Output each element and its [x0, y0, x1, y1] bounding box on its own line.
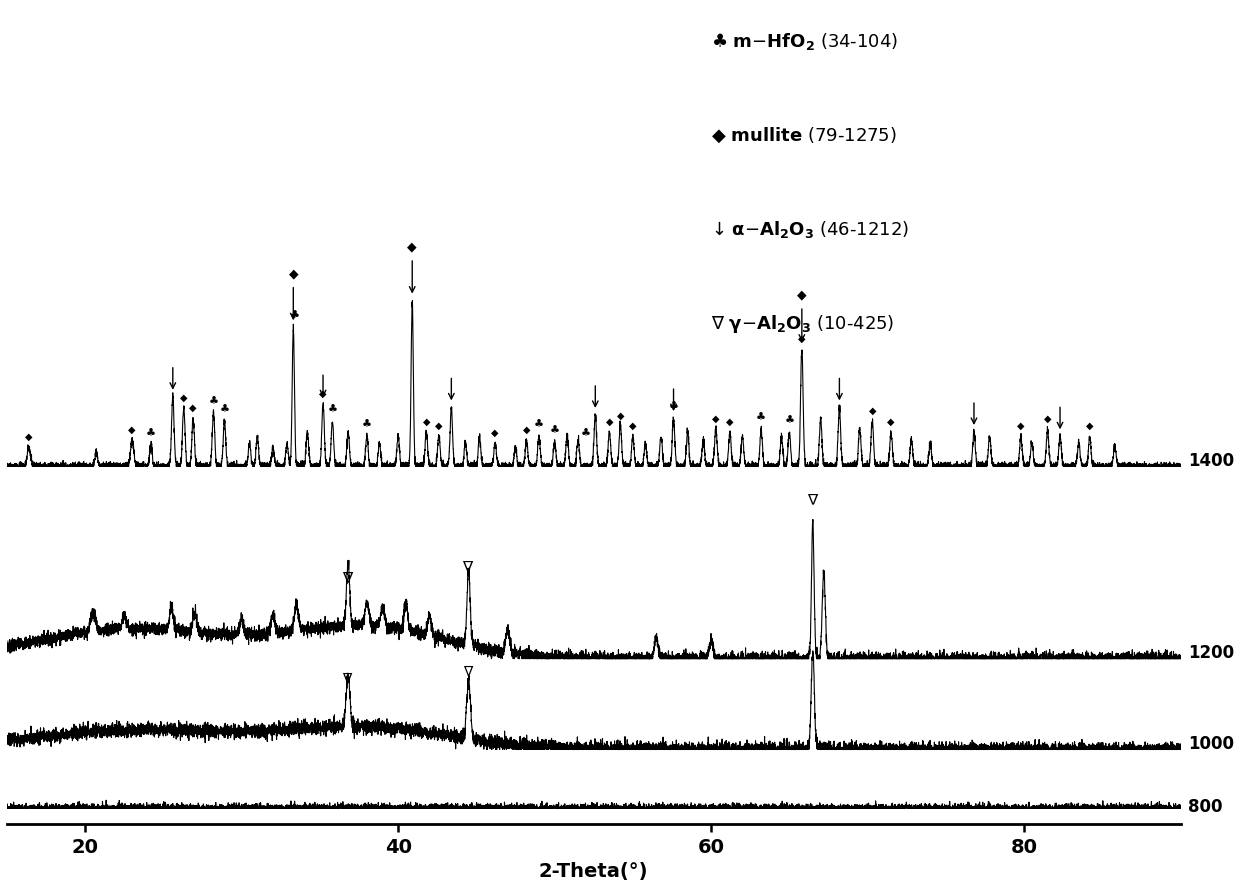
Text: $\nabla$ $\bf{\gamma\mathrm{-}Al_2O_3}$ (10-425): $\nabla$ $\bf{\gamma\mathrm{-}Al_2O_3}$ … — [711, 313, 894, 336]
Text: ◆: ◆ — [799, 334, 806, 344]
Text: $\nabla$: $\nabla$ — [463, 560, 475, 575]
Text: ♣: ♣ — [756, 413, 766, 423]
Text: 1200: 1200 — [1188, 645, 1235, 662]
Text: ◆: ◆ — [129, 424, 136, 434]
Text: ◆: ◆ — [1044, 414, 1052, 424]
Text: ◆: ◆ — [319, 389, 327, 399]
Text: ♣: ♣ — [785, 416, 795, 425]
Text: $\nabla$: $\nabla$ — [342, 671, 353, 686]
Text: ◆: ◆ — [616, 410, 624, 420]
Text: ◆: ◆ — [25, 432, 32, 442]
Text: ♣: ♣ — [146, 429, 156, 439]
Text: ◆: ◆ — [1086, 421, 1094, 431]
Text: ♣: ♣ — [549, 426, 559, 437]
Text: ◆: ◆ — [289, 267, 298, 281]
Text: ◆: ◆ — [797, 289, 807, 302]
Text: ◆: ◆ — [727, 416, 734, 427]
Text: ◆: ◆ — [605, 416, 613, 427]
Text: ◆: ◆ — [1017, 421, 1024, 431]
Text: ♣: ♣ — [219, 405, 229, 415]
Text: 1000: 1000 — [1188, 735, 1234, 753]
Text: ◆: ◆ — [408, 241, 417, 254]
Text: ♣: ♣ — [290, 311, 300, 321]
Text: ◆: ◆ — [523, 424, 531, 434]
Text: ◆: ◆ — [712, 414, 719, 424]
Text: ♣: ♣ — [327, 405, 337, 415]
Text: $\nabla$: $\nabla$ — [342, 571, 355, 586]
Text: 1400: 1400 — [1188, 452, 1235, 470]
Text: ♣: ♣ — [668, 402, 678, 412]
Text: $\nabla$: $\nabla$ — [463, 664, 474, 679]
Text: ♣: ♣ — [580, 429, 591, 439]
Text: ♣: ♣ — [208, 397, 218, 407]
Text: ◆: ◆ — [491, 427, 498, 438]
Text: ♣ $\bf{m\mathrm{-}HfO_2}$ (34-104): ♣ $\bf{m\mathrm{-}HfO_2}$ (34-104) — [711, 31, 899, 52]
X-axis label: 2-Theta(°): 2-Theta(°) — [539, 862, 649, 881]
Text: ◆: ◆ — [190, 403, 197, 413]
Text: ◆: ◆ — [180, 392, 187, 402]
Text: 800: 800 — [1188, 798, 1223, 816]
Text: ♣: ♣ — [534, 420, 544, 430]
Text: ◆: ◆ — [888, 416, 895, 427]
Text: ◆: ◆ — [629, 421, 636, 431]
Text: ◆: ◆ — [423, 416, 430, 427]
Text: ◆ $\bf{mullite}$ (79-1275): ◆ $\bf{mullite}$ (79-1275) — [711, 125, 897, 145]
Text: $\nabla$: $\nabla$ — [807, 493, 818, 508]
Text: ♣: ♣ — [362, 420, 372, 430]
Text: ◆: ◆ — [868, 406, 875, 416]
Text: ◆: ◆ — [435, 421, 443, 431]
Text: ↓ $\bf{\alpha\mathrm{-}Al_2O_3}$ (46-1212): ↓ $\bf{\alpha\mathrm{-}Al_2O_3}$ (46-121… — [711, 219, 909, 241]
